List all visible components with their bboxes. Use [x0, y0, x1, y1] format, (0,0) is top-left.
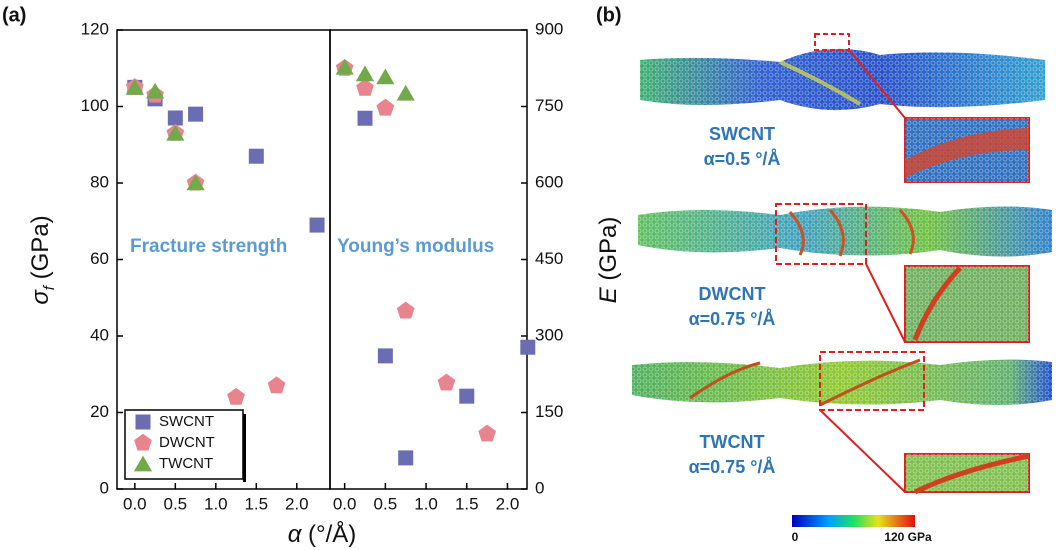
x-tick-label: 0.5	[163, 494, 187, 513]
marker	[459, 388, 475, 404]
structure-name: TWCNT	[700, 432, 765, 452]
marker	[437, 373, 456, 391]
y-tick-label: 20	[90, 402, 109, 421]
y-tick-label: 900	[535, 19, 563, 38]
colorbar-label: 120 GPa	[884, 530, 932, 544]
marker	[135, 414, 151, 430]
marker	[167, 110, 183, 126]
marker	[357, 110, 373, 126]
x-axis-label-part: (°/Å)	[301, 520, 356, 548]
marker	[267, 376, 286, 394]
legend-shadow	[243, 414, 246, 482]
y-axis-label: E (GPa)	[595, 217, 622, 304]
marker	[396, 301, 415, 319]
marker	[227, 387, 245, 405]
x-tick-label: 2.0	[285, 494, 309, 513]
marker	[166, 124, 185, 141]
marker	[398, 450, 414, 466]
x-axis-label: α (°/Å)	[288, 520, 357, 548]
marker	[396, 84, 415, 101]
marker	[186, 174, 205, 191]
y-tick-label: 0	[100, 478, 109, 497]
plot-frame	[329, 29, 528, 490]
panel-label: (a)	[2, 4, 26, 26]
marker	[520, 339, 536, 355]
structure-name: DWCNT	[699, 284, 766, 304]
annotation: Fracture strength	[130, 236, 287, 257]
y-tick-label: 100	[81, 96, 109, 115]
y-axis-label-part: E	[595, 286, 622, 303]
marker	[125, 79, 144, 95]
structure-twist: α=0.75 °/Å	[689, 457, 776, 477]
y-axis-label-part: σ	[27, 289, 54, 305]
y-tick-label: 40	[90, 325, 109, 344]
legend-label: DWCNT	[159, 434, 215, 451]
marker	[478, 424, 496, 442]
y-axis-label: σf (GPa)	[27, 215, 58, 304]
colorbar-label: 0	[792, 530, 799, 544]
x-tick-label: 0.0	[333, 494, 357, 513]
marker	[133, 455, 153, 472]
y-tick-label: 300	[535, 325, 563, 344]
panel-label: (b)	[596, 4, 622, 26]
x-tick-label: 0.0	[123, 494, 147, 513]
x-tick-label: 1.0	[204, 494, 228, 513]
y-tick-label: 0	[535, 478, 544, 497]
structure-name: SWCNT	[709, 124, 775, 144]
legend-label: TWCNT	[159, 455, 213, 472]
y-tick-label: 600	[535, 172, 563, 191]
marker	[335, 58, 354, 75]
y-tick-label: 750	[535, 96, 563, 115]
y-axis-label-part: f	[41, 284, 58, 290]
colorbar	[792, 515, 915, 527]
marker	[376, 68, 395, 85]
x-tick-label: 1.5	[455, 494, 479, 513]
x-tick-label: 2.0	[496, 494, 520, 513]
marker	[146, 82, 165, 99]
y-axis-label-part: (GPa)	[595, 217, 622, 288]
structure-twist: α=0.75 °/Å	[689, 309, 776, 329]
marker	[356, 78, 374, 96]
marker	[376, 98, 395, 116]
marker	[188, 106, 204, 122]
y-tick-label: 150	[535, 402, 563, 421]
y-axis-label-part: (GPa)	[27, 215, 54, 286]
x-tick-label: 0.5	[374, 494, 398, 513]
marker	[309, 217, 325, 233]
x-tick-label: 1.5	[244, 494, 268, 513]
y-tick-label: 60	[90, 249, 109, 268]
x-tick-label: 1.0	[414, 494, 438, 513]
structure-twist: α=0.5 °/Å	[704, 149, 781, 169]
marker	[377, 348, 393, 364]
legend-label: SWCNT	[159, 413, 214, 430]
marker	[248, 148, 264, 164]
y-tick-label: 120	[81, 19, 109, 38]
marker	[134, 433, 152, 451]
y-tick-label: 80	[90, 172, 109, 191]
nanotube-images	[632, 33, 1052, 527]
marker	[355, 65, 375, 82]
y-tick-label: 450	[535, 249, 563, 268]
annotation: Young’s modulus	[337, 236, 494, 257]
x-axis-label-part: α	[288, 521, 303, 548]
